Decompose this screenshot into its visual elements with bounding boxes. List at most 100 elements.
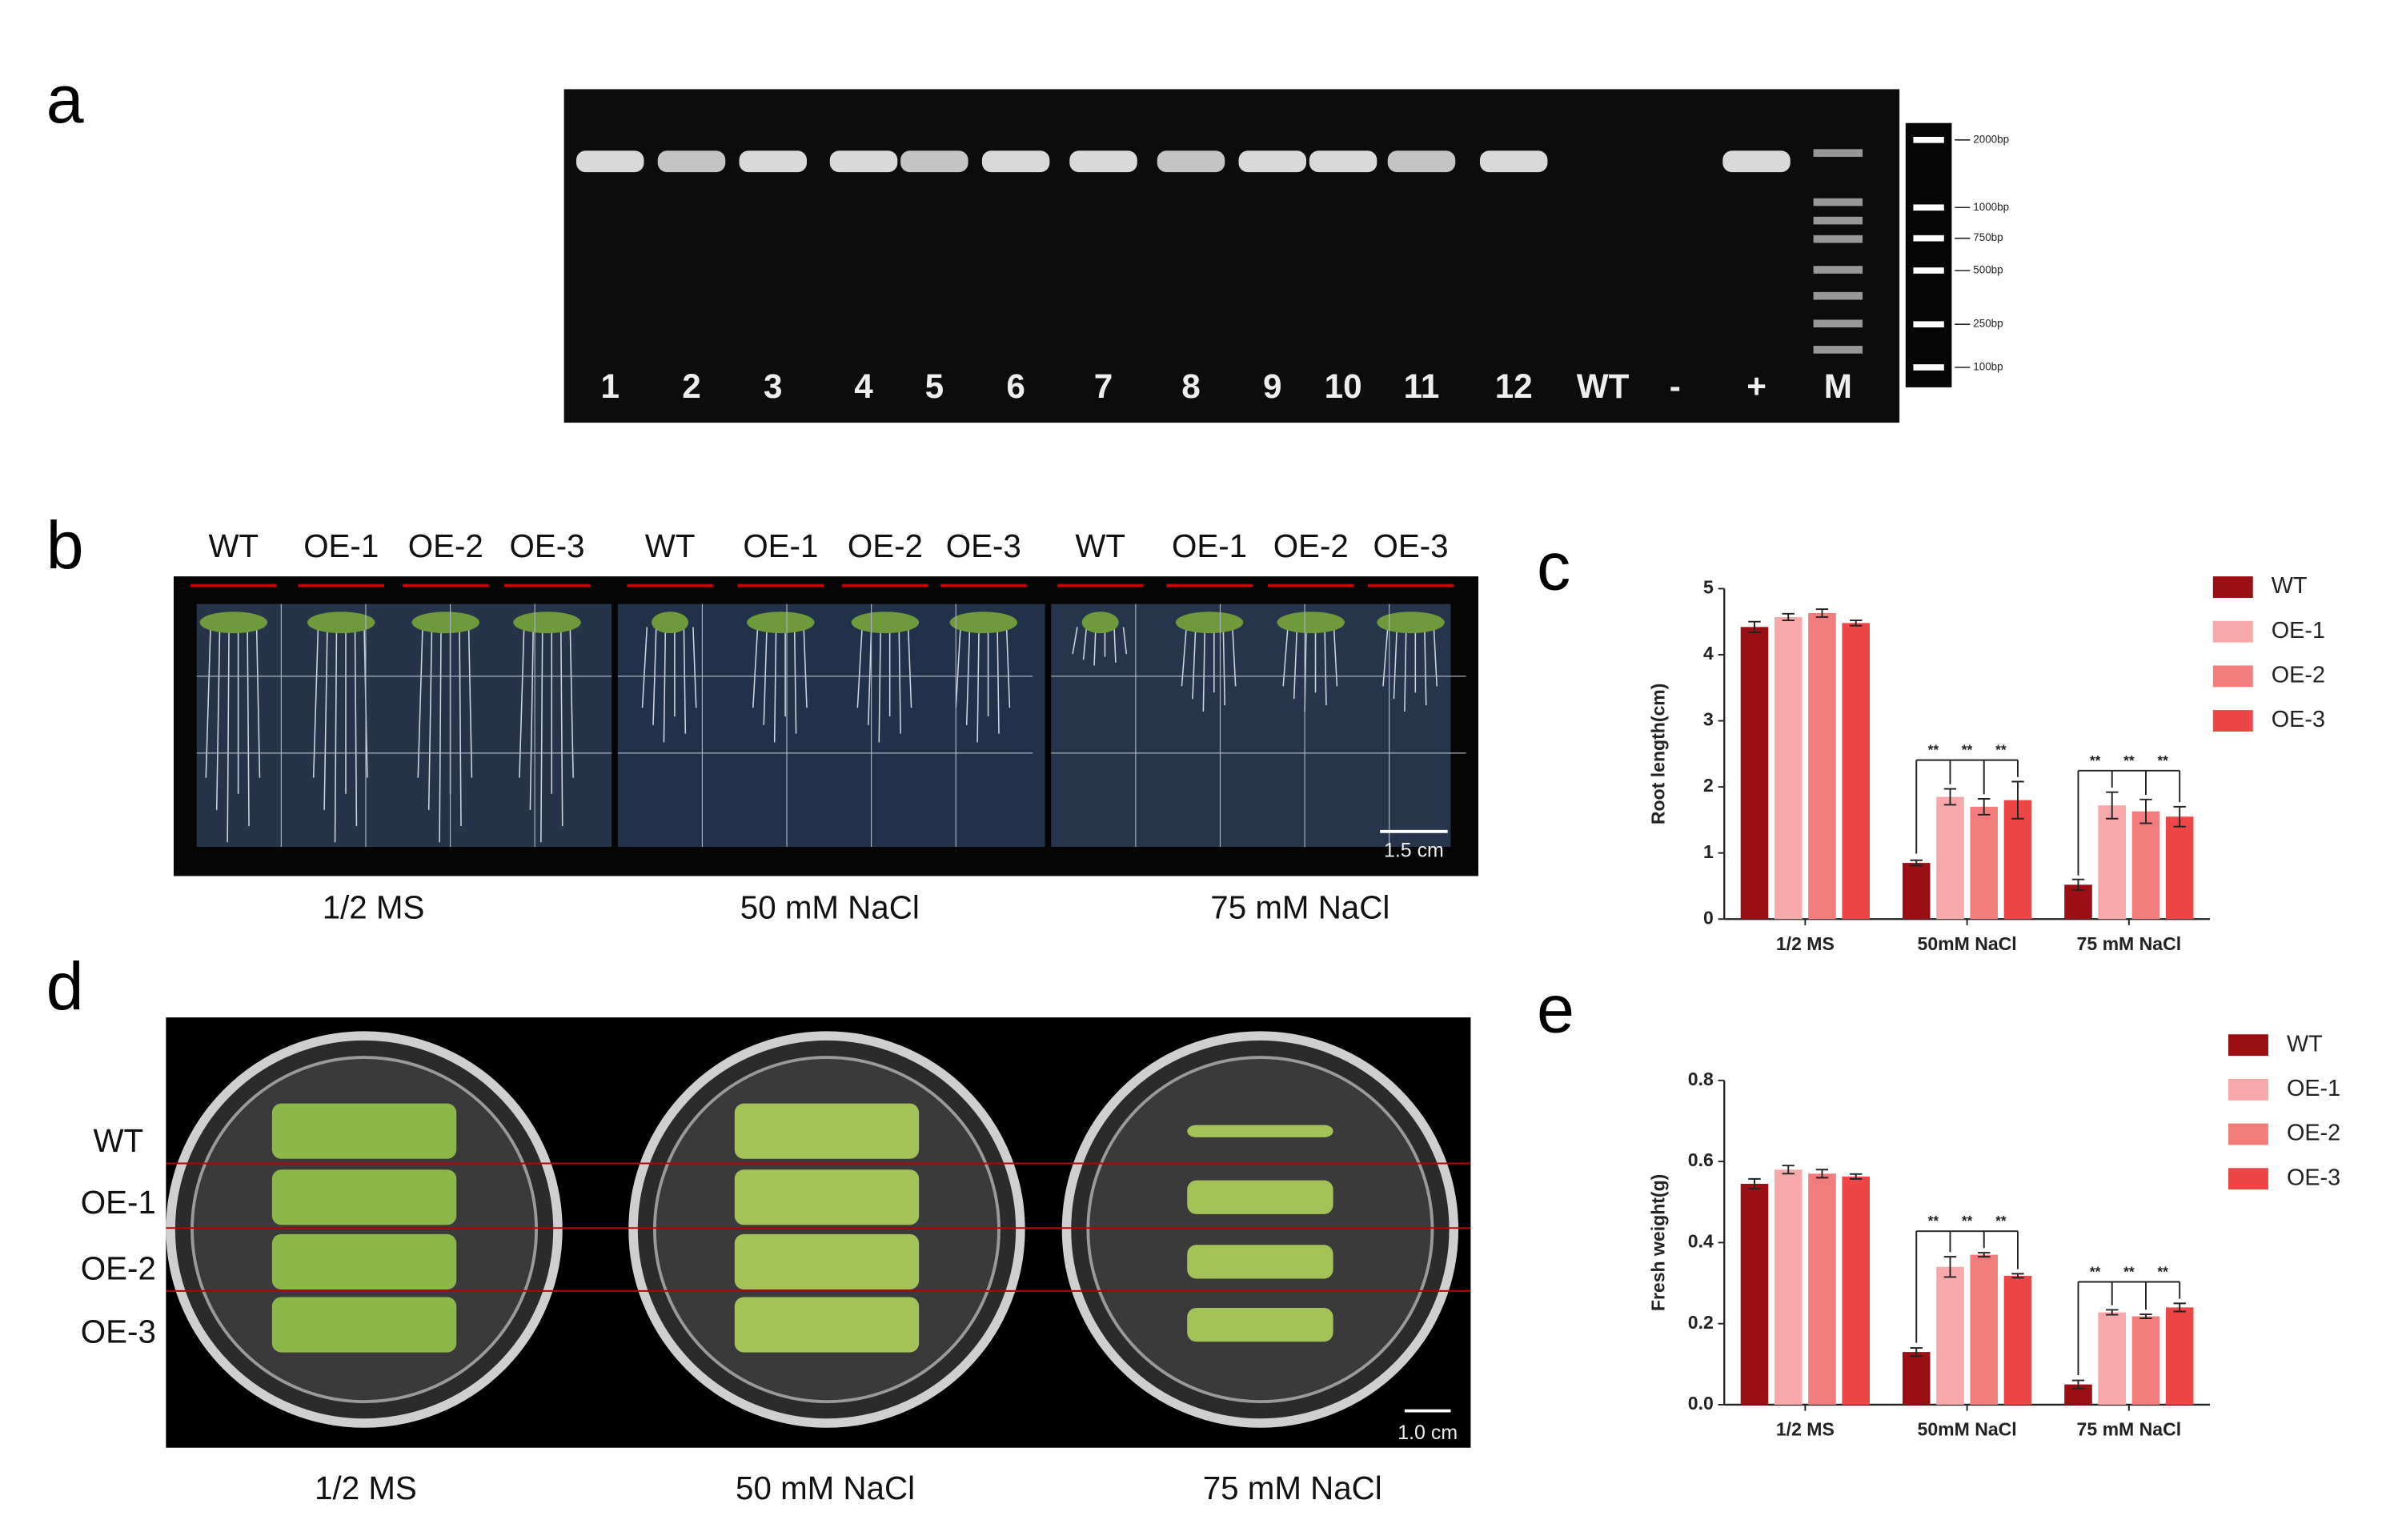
root [529, 627, 535, 810]
seedlings [1187, 1245, 1333, 1279]
x-tick-label: 50mM NaCl [1918, 933, 2017, 954]
dish-inner [1086, 1056, 1434, 1404]
error-bar [2139, 798, 2152, 824]
bar [2131, 1316, 2160, 1405]
genotype-label: OE-3 [509, 527, 584, 564]
significance: ** [2123, 1264, 2135, 1280]
root [1324, 627, 1327, 706]
legend-swatch [2228, 1034, 2268, 1057]
bar [1970, 806, 1998, 920]
ladder-band [1913, 267, 1944, 274]
genotype-label: OE-2 [848, 527, 923, 564]
legend-label: OE-2 [2272, 662, 2325, 688]
ladder-band [1813, 216, 1863, 225]
legend-label: OE-3 [2287, 1165, 2340, 1190]
seedlings [271, 1233, 457, 1289]
error-bar [2173, 1302, 2186, 1313]
gel-band [1157, 150, 1225, 173]
legend-label: OE-1 [2287, 1076, 2340, 1101]
ladder-label: 250bp [1973, 318, 2003, 330]
root [323, 627, 328, 810]
gel-band [1387, 150, 1456, 173]
error-bar [2071, 878, 2085, 891]
y-tick-label: 0.4 [1688, 1230, 1714, 1251]
legend-label: OE-1 [2272, 618, 2325, 644]
root [255, 627, 261, 778]
bar [2165, 1307, 2194, 1405]
panel-label: a [46, 62, 84, 137]
scale-label: 1.0 cm [1398, 1422, 1458, 1444]
error-bar [2139, 1313, 2152, 1320]
ladder-band [1913, 235, 1944, 242]
root [773, 627, 777, 743]
row-label: WT [93, 1122, 143, 1159]
root [439, 627, 442, 843]
seedlings [271, 1297, 457, 1353]
bar [2165, 816, 2194, 920]
seedling [1277, 612, 1345, 634]
bar [2003, 1275, 2032, 1405]
significance: ** [2157, 1264, 2168, 1280]
genotype-label: OE-2 [408, 527, 483, 564]
root [898, 627, 901, 734]
y-tick-label: 4 [1703, 643, 1714, 664]
genotype-label: WT [1075, 527, 1125, 564]
legend-label: WT [2287, 1031, 2323, 1057]
ladder-band [1813, 291, 1863, 300]
significance: ** [2123, 752, 2135, 768]
bar [1808, 1173, 1836, 1405]
ladder-band [1913, 364, 1944, 371]
row-label: OE-3 [81, 1313, 156, 1350]
root [427, 627, 433, 810]
y-axis-label: Root length(cm) [1648, 684, 1669, 825]
y-tick-label: 2 [1703, 775, 1714, 796]
root [540, 627, 543, 843]
ladder-image [1905, 122, 1952, 387]
error-bar [1748, 620, 1761, 633]
seedling [652, 612, 689, 634]
legend-label: WT [2272, 573, 2308, 599]
lane-label: 1 [600, 367, 620, 405]
genotype-label: OE-3 [1373, 527, 1449, 564]
bar [1902, 1352, 1931, 1405]
scale-label: 1.5 cm [1384, 839, 1444, 861]
bar [2003, 800, 2032, 920]
gel-band [1722, 150, 1791, 173]
lane-label: 12 [1495, 367, 1533, 405]
error-bar [2106, 1309, 2119, 1316]
root [1202, 627, 1206, 712]
gel-image [563, 89, 1900, 423]
lane-label: 8 [1181, 367, 1200, 405]
ladder-band [1913, 136, 1944, 143]
error-bar [2011, 780, 2024, 820]
y-tick-label: 0.0 [1688, 1393, 1714, 1414]
legend-swatch [2212, 576, 2253, 598]
bar [1936, 1266, 1964, 1405]
legend-swatch [2228, 1078, 2268, 1101]
ladder-band [1813, 235, 1863, 243]
root [907, 627, 912, 708]
significance: ** [2157, 752, 2168, 768]
bar [1970, 1254, 1998, 1405]
root [976, 627, 980, 743]
genotype-label: WT [208, 527, 259, 564]
bar [1936, 796, 1964, 920]
lane-label: 3 [764, 367, 783, 405]
root [1005, 627, 1011, 708]
ladder-band [1813, 149, 1863, 157]
seedling [1081, 612, 1119, 634]
row-label: OE-2 [81, 1250, 156, 1287]
bar [1740, 627, 1769, 920]
error-bar [1850, 1173, 1863, 1180]
x-tick-label: 50mM NaCl [1918, 1419, 2017, 1440]
y-axis-label: Fresh weight(g) [1648, 1174, 1669, 1311]
error-bar [1910, 1347, 1923, 1358]
seedlings [734, 1297, 920, 1353]
seedling [949, 612, 1018, 634]
plate [617, 604, 1045, 847]
genotype-label: OE-2 [1273, 527, 1349, 564]
root [467, 627, 473, 778]
y-tick-label: 1 [1703, 841, 1714, 862]
panel-label: c [1537, 529, 1570, 604]
error-bar [1943, 788, 1957, 806]
